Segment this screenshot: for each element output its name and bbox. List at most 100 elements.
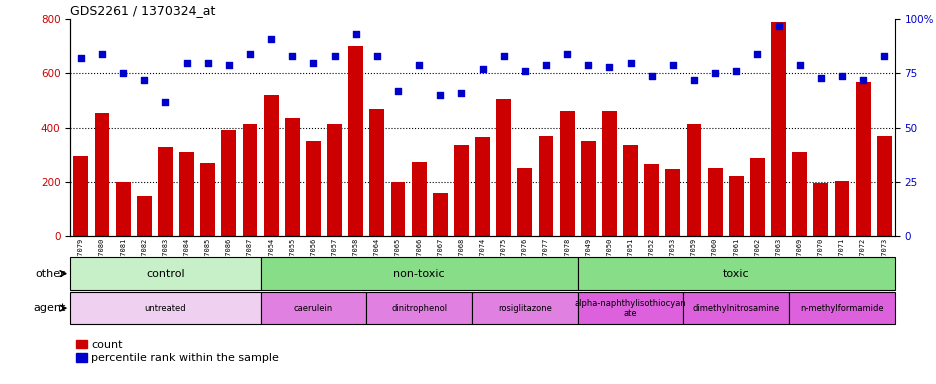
Bar xyxy=(179,152,194,236)
Bar xyxy=(70,292,260,324)
Text: n-methylformamide: n-methylformamide xyxy=(799,304,883,313)
Bar xyxy=(496,99,510,236)
Point xyxy=(496,53,511,59)
Bar xyxy=(158,147,172,236)
Bar xyxy=(578,257,894,290)
Bar xyxy=(411,162,426,236)
Bar xyxy=(601,111,616,236)
Bar xyxy=(622,145,637,236)
Bar xyxy=(517,168,532,236)
Point xyxy=(158,99,173,105)
Point xyxy=(348,31,363,38)
Bar xyxy=(812,183,827,236)
Point xyxy=(812,75,827,81)
Bar xyxy=(686,124,701,236)
Bar xyxy=(260,292,366,324)
Bar xyxy=(70,257,260,290)
Bar xyxy=(728,177,743,236)
Point xyxy=(411,62,426,68)
Text: other: other xyxy=(36,268,66,279)
Point xyxy=(580,62,595,68)
Text: agent: agent xyxy=(33,303,66,313)
Point xyxy=(369,53,384,59)
Bar xyxy=(834,180,848,236)
Point xyxy=(686,77,701,83)
Text: GDS2261 / 1370324_at: GDS2261 / 1370324_at xyxy=(70,3,215,17)
Bar xyxy=(578,292,682,324)
Bar xyxy=(137,196,152,236)
Bar xyxy=(770,22,785,236)
Bar xyxy=(366,292,472,324)
Bar xyxy=(221,131,236,236)
Point xyxy=(728,68,743,74)
Point xyxy=(475,66,490,72)
Text: dimethylnitrosamine: dimethylnitrosamine xyxy=(692,304,779,313)
Bar xyxy=(390,182,405,236)
Bar xyxy=(792,152,806,236)
Text: non-toxic: non-toxic xyxy=(393,268,445,279)
Bar xyxy=(749,157,764,236)
Point xyxy=(200,60,215,66)
Point xyxy=(834,73,849,79)
Point xyxy=(644,73,659,79)
Bar xyxy=(306,141,320,236)
Point xyxy=(285,53,300,59)
Text: alpha-naphthylisothiocyan
ate: alpha-naphthylisothiocyan ate xyxy=(574,299,686,318)
Bar xyxy=(538,136,553,236)
Bar xyxy=(116,182,130,236)
Point xyxy=(221,62,236,68)
Text: rosiglitazone: rosiglitazone xyxy=(497,304,551,313)
Point xyxy=(432,92,447,98)
Bar xyxy=(73,156,88,236)
Point xyxy=(749,51,764,57)
Bar xyxy=(580,141,595,236)
Point xyxy=(115,70,130,76)
Bar xyxy=(707,168,722,236)
Text: control: control xyxy=(146,268,184,279)
Point xyxy=(390,88,405,94)
Bar xyxy=(855,81,870,236)
Point xyxy=(622,60,637,66)
Bar xyxy=(472,292,578,324)
Bar xyxy=(95,113,110,236)
Bar xyxy=(665,169,680,236)
Bar xyxy=(348,46,363,236)
Legend: count, percentile rank within the sample: count, percentile rank within the sample xyxy=(76,339,279,363)
Bar xyxy=(559,111,574,236)
Point xyxy=(770,23,785,29)
Point xyxy=(453,90,468,96)
Bar xyxy=(432,193,447,236)
Bar xyxy=(788,292,894,324)
Point xyxy=(137,77,152,83)
Bar xyxy=(285,118,300,236)
Point xyxy=(665,62,680,68)
Point xyxy=(538,62,553,68)
Point xyxy=(263,36,278,42)
Bar xyxy=(242,124,257,236)
Point xyxy=(855,77,870,83)
Point xyxy=(242,51,257,57)
Text: caerulein: caerulein xyxy=(294,304,332,313)
Bar xyxy=(200,164,215,236)
Point xyxy=(95,51,110,57)
Point xyxy=(791,62,806,68)
Text: toxic: toxic xyxy=(723,268,749,279)
Bar xyxy=(327,124,342,236)
Bar xyxy=(454,145,468,236)
Bar xyxy=(682,292,788,324)
Bar xyxy=(263,95,278,236)
Text: untreated: untreated xyxy=(144,304,186,313)
Bar xyxy=(475,137,490,236)
Point xyxy=(179,60,194,66)
Bar xyxy=(876,136,891,236)
Bar xyxy=(369,109,384,236)
Bar xyxy=(644,164,658,236)
Point xyxy=(601,64,616,70)
Point xyxy=(876,53,891,59)
Point xyxy=(327,53,342,59)
Point xyxy=(559,51,574,57)
Point xyxy=(73,55,88,61)
Bar xyxy=(260,257,578,290)
Point xyxy=(707,70,722,76)
Point xyxy=(305,60,320,66)
